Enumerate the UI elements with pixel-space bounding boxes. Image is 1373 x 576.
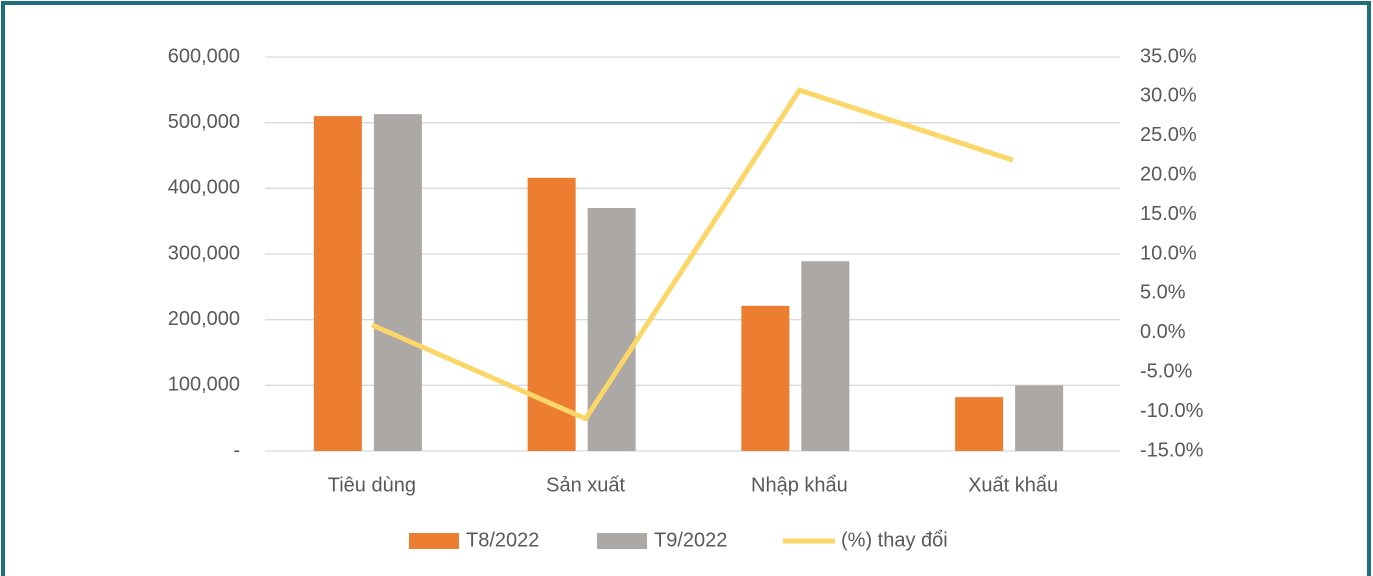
y2-tick-label: 15.0% bbox=[1140, 203, 1197, 225]
y2-tick-label: 25.0% bbox=[1140, 124, 1197, 146]
bar bbox=[741, 305, 790, 451]
y2-tick-label: 10.0% bbox=[1140, 242, 1197, 264]
x-tick-label: Sản xuất bbox=[546, 474, 625, 496]
legend-swatch bbox=[409, 533, 459, 549]
bar bbox=[313, 116, 362, 451]
legend-label: T9/2022 bbox=[654, 529, 727, 551]
bar bbox=[955, 397, 1004, 451]
x-tick-label: Nhập khẩu bbox=[751, 474, 848, 496]
bar bbox=[1015, 385, 1064, 451]
legend-swatch bbox=[597, 533, 647, 549]
y2-tick-label: -10.0% bbox=[1140, 400, 1204, 422]
y-tick-label: 200,000 bbox=[168, 308, 240, 330]
y-tick-label: 100,000 bbox=[168, 374, 240, 396]
bar bbox=[373, 114, 422, 451]
y-tick-label: 400,000 bbox=[168, 177, 240, 199]
bar bbox=[587, 208, 636, 451]
y2-tick-label: -5.0% bbox=[1140, 360, 1192, 382]
y2-tick-label: 0.0% bbox=[1140, 321, 1186, 343]
y2-tick-label: 35.0% bbox=[1140, 45, 1197, 67]
legend-label: (%) thay đổi bbox=[841, 529, 948, 551]
y2-tick-label: 20.0% bbox=[1140, 163, 1197, 185]
y-tick-label: 500,000 bbox=[168, 111, 240, 133]
line bbox=[370, 87, 1014, 422]
y2-tick-label: 5.0% bbox=[1140, 282, 1186, 304]
x-tick-label: Xuất khẩu bbox=[968, 474, 1058, 496]
y2-tick-label: 30.0% bbox=[1140, 85, 1197, 107]
y-tick-label: 300,000 bbox=[168, 242, 240, 264]
bar bbox=[801, 261, 850, 451]
legend-label: T8/2022 bbox=[466, 529, 539, 551]
x-tick-label: Tiêu dùng bbox=[328, 474, 416, 496]
y-tick-label: 600,000 bbox=[168, 45, 240, 67]
y2-tick-label: -15.0% bbox=[1140, 439, 1204, 461]
y-tick-label: - bbox=[233, 439, 240, 461]
